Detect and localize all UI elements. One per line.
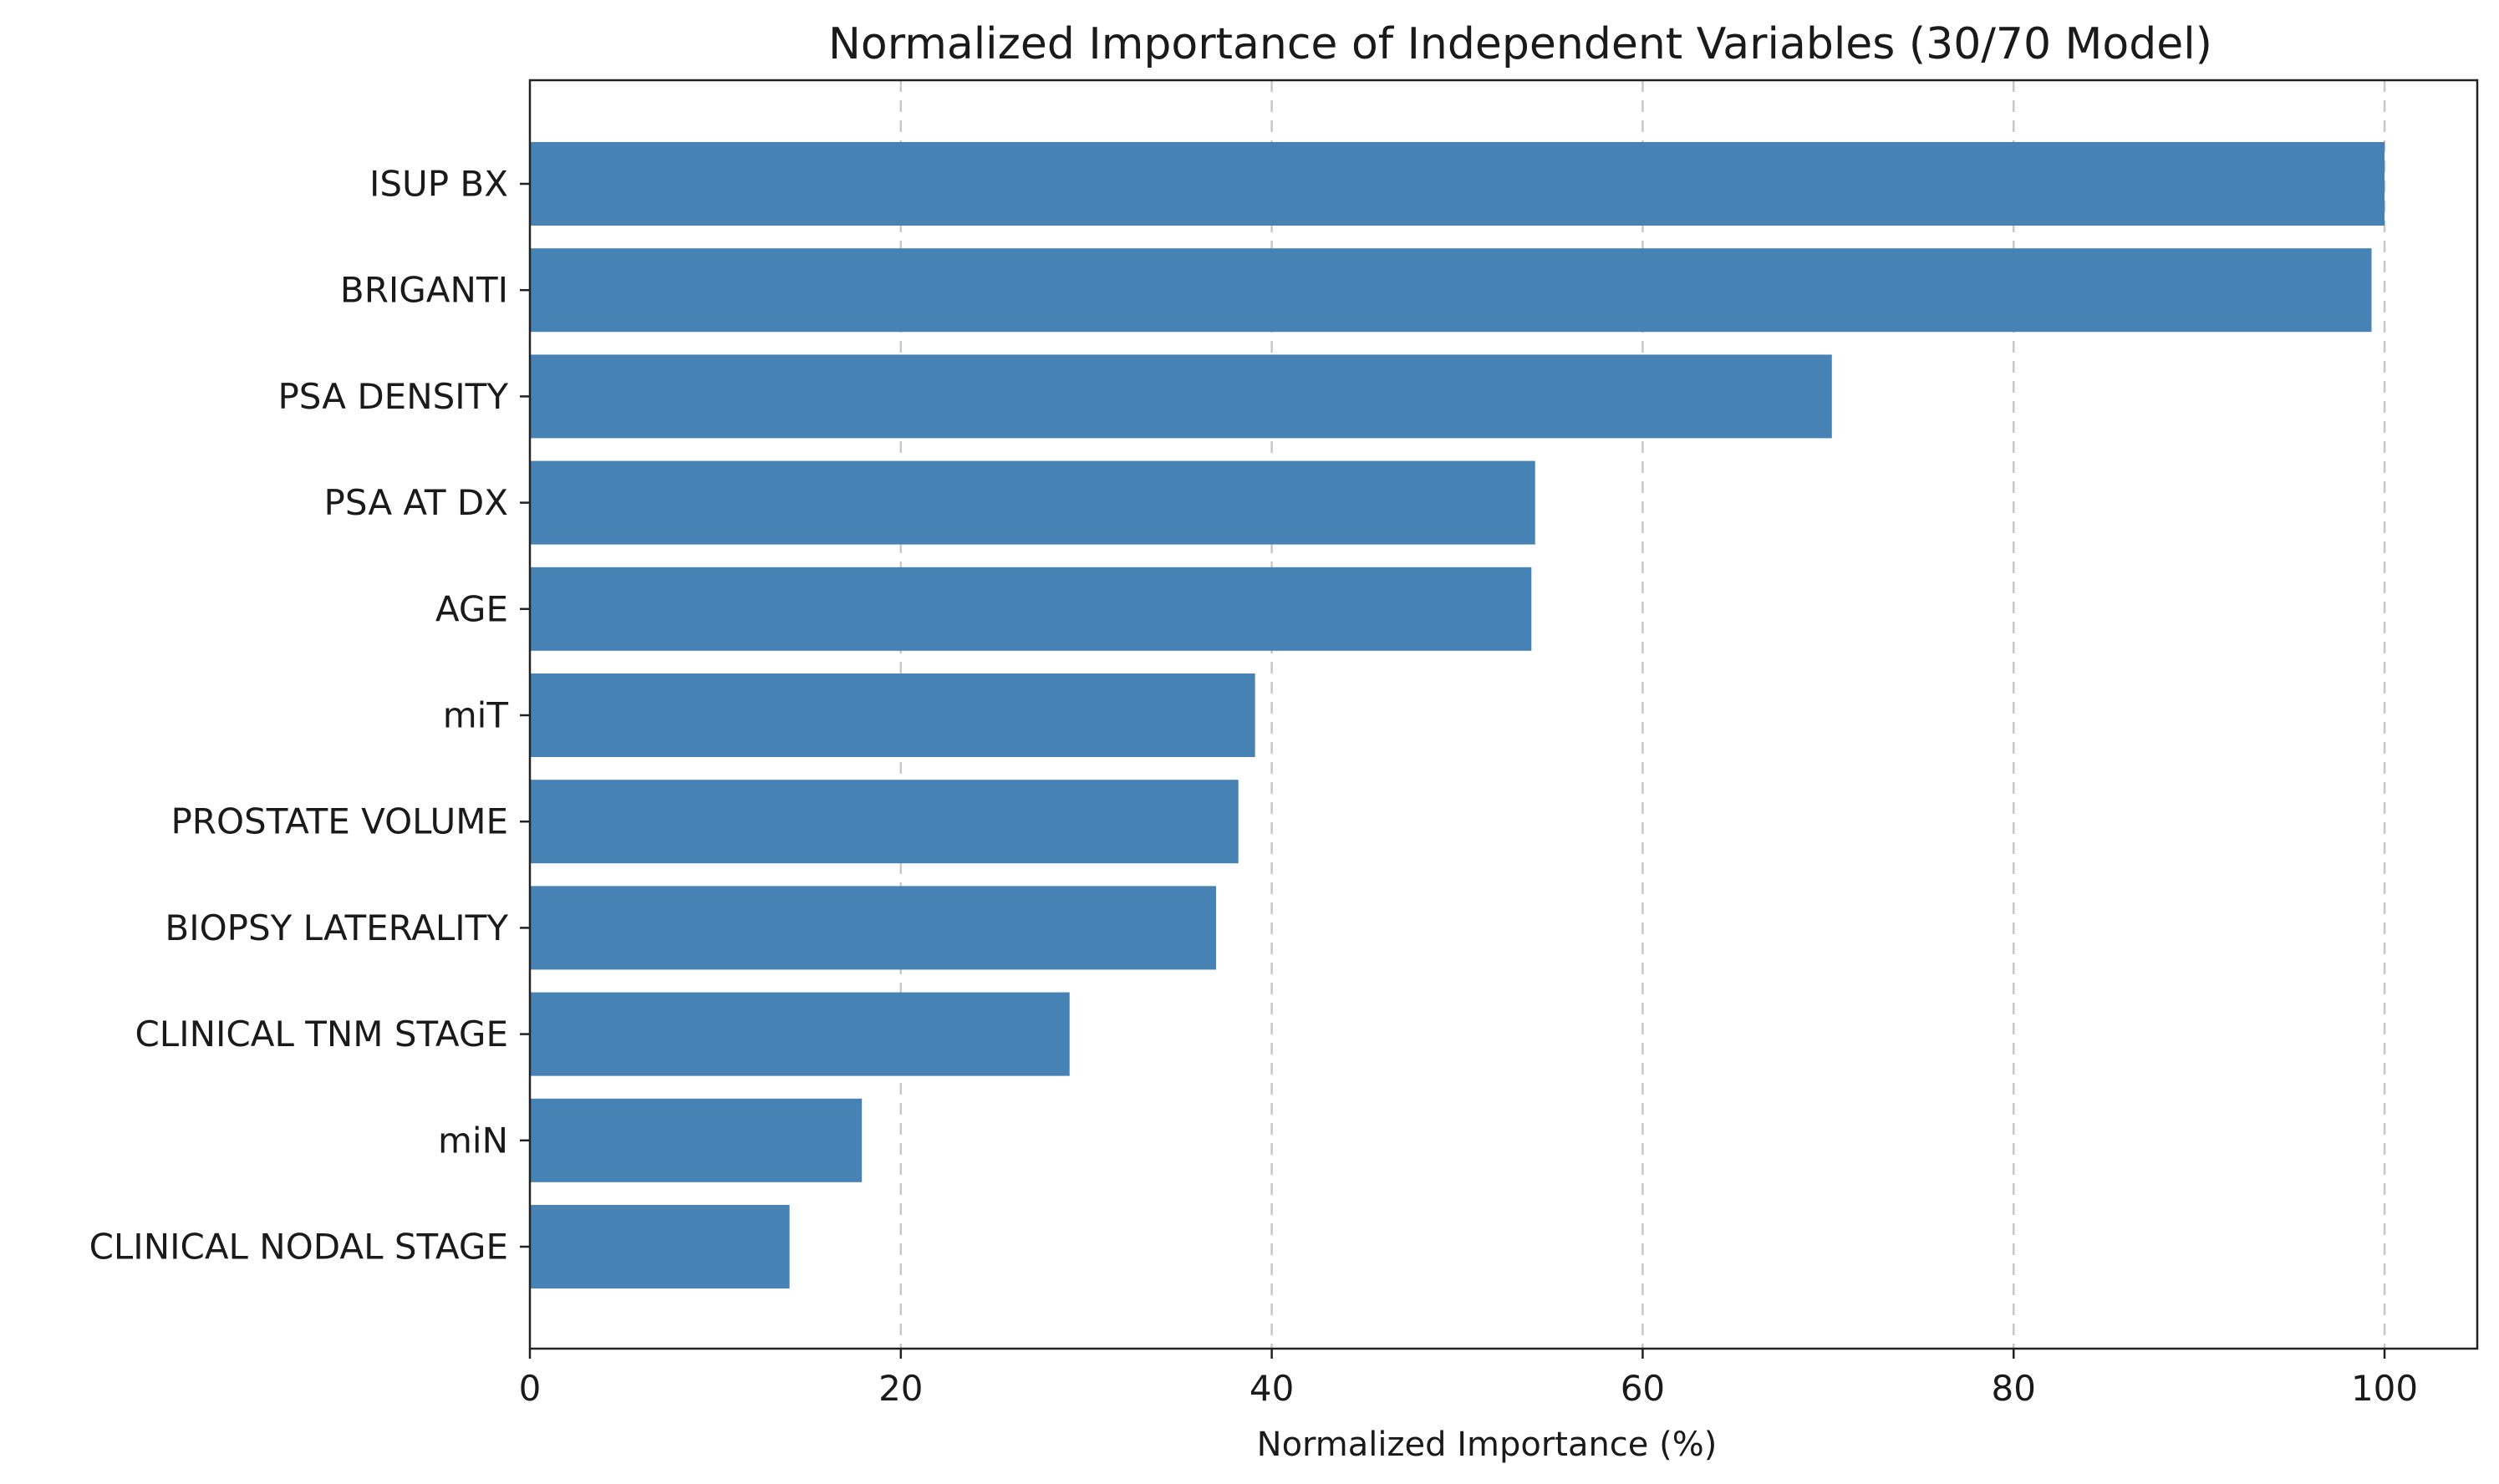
chart-title: Normalized Importance of Independent Var… [828,19,2212,69]
bar-clinical-nodal-stage [530,1205,790,1288]
bar-isup-bx [530,142,2385,226]
bars [530,142,2385,1288]
y-tick-label: miN [438,1120,508,1161]
y-tick-label: AGE [435,588,508,629]
x-tick-label: 80 [1992,1368,2036,1409]
bar-age [530,567,1532,651]
x-axis-label: Normalized Importance (%) [1257,1426,1718,1464]
y-tick-label: PROSTATE VOLUME [171,801,508,842]
y-tick-label: PSA AT DX [324,482,508,523]
bar-briganti [530,248,2372,333]
bar-biopsy-laterality [530,886,1217,970]
bar-mit [530,673,1255,757]
x-tick-label: 60 [1621,1368,1665,1409]
y-tick-label: ISUP BX [369,164,508,205]
y-tick-label: miT [443,695,509,736]
x-tick-label: 0 [519,1368,542,1409]
y-tick-label: CLINICAL TNM STAGE [135,1014,508,1055]
y-tick-label: PSA DENSITY [277,376,508,417]
y-tick-label: BRIGANTI [340,270,508,311]
x-tick-label: 40 [1250,1368,1294,1409]
bar-prostate-volume [530,780,1239,864]
y-tick-label: CLINICAL NODAL STAGE [89,1227,508,1268]
x-tick-label: 20 [878,1368,923,1409]
x-tick-label: 100 [2351,1368,2418,1409]
x-axis-ticks: 0 20 40 60 80 100 [519,1349,2418,1409]
y-axis-ticks: ISUP BX BRIGANTI PSA DENSITY PSA AT DX AGE mi… [89,164,530,1268]
bar-clinical-tnm-stage [530,992,1070,1076]
y-tick-label: BIOPSY LATERALITY [165,907,508,948]
bar-min [530,1098,863,1182]
bar-psa-at-dx [530,460,1535,545]
bar-psa-density [530,354,1832,439]
